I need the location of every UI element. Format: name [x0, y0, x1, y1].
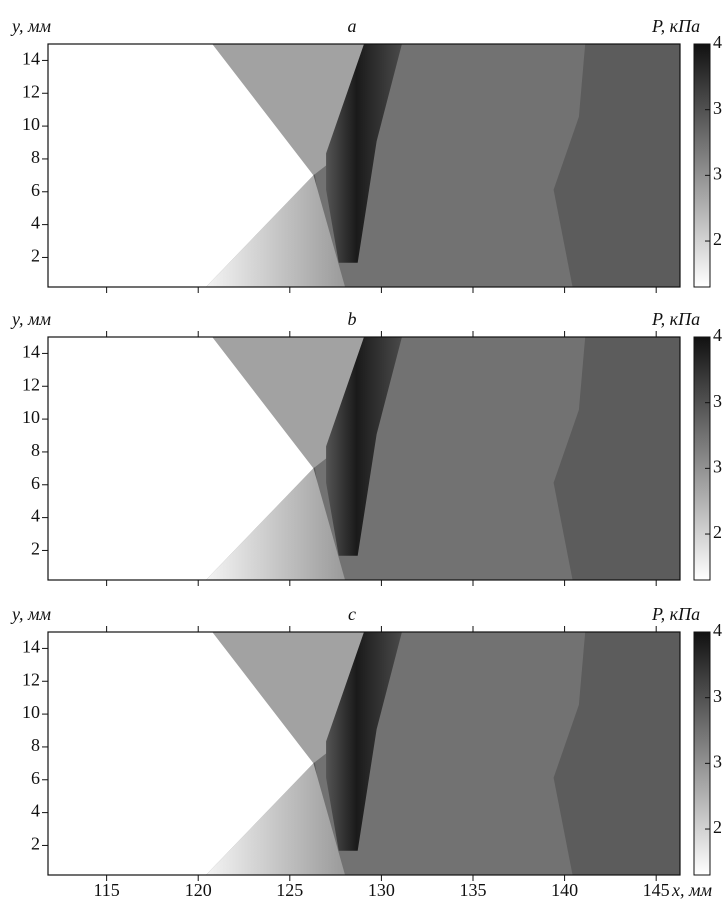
- panel-title: a: [348, 16, 357, 36]
- x-tick-label: 145: [643, 880, 670, 900]
- y-tick-label: 10: [22, 114, 40, 134]
- x-tick-label: 140: [551, 880, 578, 900]
- y-tick-label: 12: [22, 669, 40, 689]
- colorbar-tick-label: 40: [713, 32, 722, 52]
- y-axis-label: y, мм: [10, 309, 51, 329]
- plot-frame: [47, 631, 681, 876]
- colorbar-tick-label: 30: [713, 456, 722, 476]
- field-white: [48, 337, 314, 580]
- x-tick-label: 125: [276, 880, 303, 900]
- panel-title: b: [348, 309, 357, 329]
- colorbar-tick-label: 35: [713, 391, 722, 411]
- y-tick-label: 8: [31, 440, 40, 460]
- y-tick-label: 4: [31, 801, 40, 821]
- colorbar-tick-label: 25: [713, 817, 722, 837]
- colorbar-tick-label: 35: [713, 686, 722, 706]
- plot-frame: [47, 336, 681, 581]
- colorbar-label: P, кПа: [651, 309, 700, 329]
- x-axis-label: x, мм: [671, 880, 712, 900]
- y-tick-label: 8: [31, 147, 40, 167]
- colorbar: [693, 631, 711, 876]
- field-light: [206, 763, 346, 875]
- y-tick-label: 8: [31, 735, 40, 755]
- colorbar-tick-label: 35: [713, 98, 722, 118]
- field-white: [48, 632, 314, 875]
- field-dark: [326, 632, 402, 851]
- colorbar-label: P, кПа: [651, 604, 700, 624]
- x-tick-label: 120: [185, 880, 212, 900]
- y-tick-label: 10: [22, 702, 40, 722]
- y-tick-label: 2: [31, 834, 40, 854]
- x-tick-label: 130: [368, 880, 395, 900]
- y-tick-label: 2: [31, 539, 40, 559]
- colorbar-tick-label: 25: [713, 229, 722, 249]
- y-tick-label: 4: [31, 506, 40, 526]
- field-white: [48, 44, 314, 287]
- colorbar-tick-label: 40: [713, 620, 722, 640]
- y-tick-label: 4: [31, 213, 40, 233]
- plot-frame: [47, 43, 681, 288]
- y-tick-label: 14: [22, 342, 40, 362]
- x-tick-label: 135: [459, 880, 486, 900]
- y-tick-label: 14: [22, 637, 40, 657]
- colorbar-tick-label: 25: [713, 522, 722, 542]
- y-tick-label: 12: [22, 81, 40, 101]
- colorbar-label: P, кПа: [651, 16, 700, 36]
- colorbar-tick-label: 40: [713, 325, 722, 345]
- y-tick-label: 10: [22, 407, 40, 427]
- y-tick-label: 6: [31, 473, 40, 493]
- y-tick-label: 6: [31, 768, 40, 788]
- field-upper: [212, 632, 364, 764]
- y-axis-label: y, мм: [10, 604, 51, 624]
- colorbar-tick-label: 30: [713, 751, 722, 771]
- colorbar-tick-label: 30: [713, 163, 722, 183]
- panel-title: c: [348, 604, 356, 624]
- field-light: [206, 175, 346, 287]
- y-axis-label: y, мм: [10, 16, 51, 36]
- field-upper: [212, 337, 364, 469]
- y-tick-label: 14: [22, 49, 40, 69]
- field-light: [206, 468, 346, 580]
- y-tick-label: 2: [31, 246, 40, 266]
- x-tick-label: 115: [93, 880, 119, 900]
- field-dark: [326, 44, 402, 263]
- y-tick-label: 12: [22, 374, 40, 394]
- colorbar: [693, 43, 711, 288]
- y-tick-label: 6: [31, 180, 40, 200]
- colorbar: [693, 336, 711, 581]
- field-upper: [212, 44, 364, 176]
- field-dark: [326, 337, 402, 556]
